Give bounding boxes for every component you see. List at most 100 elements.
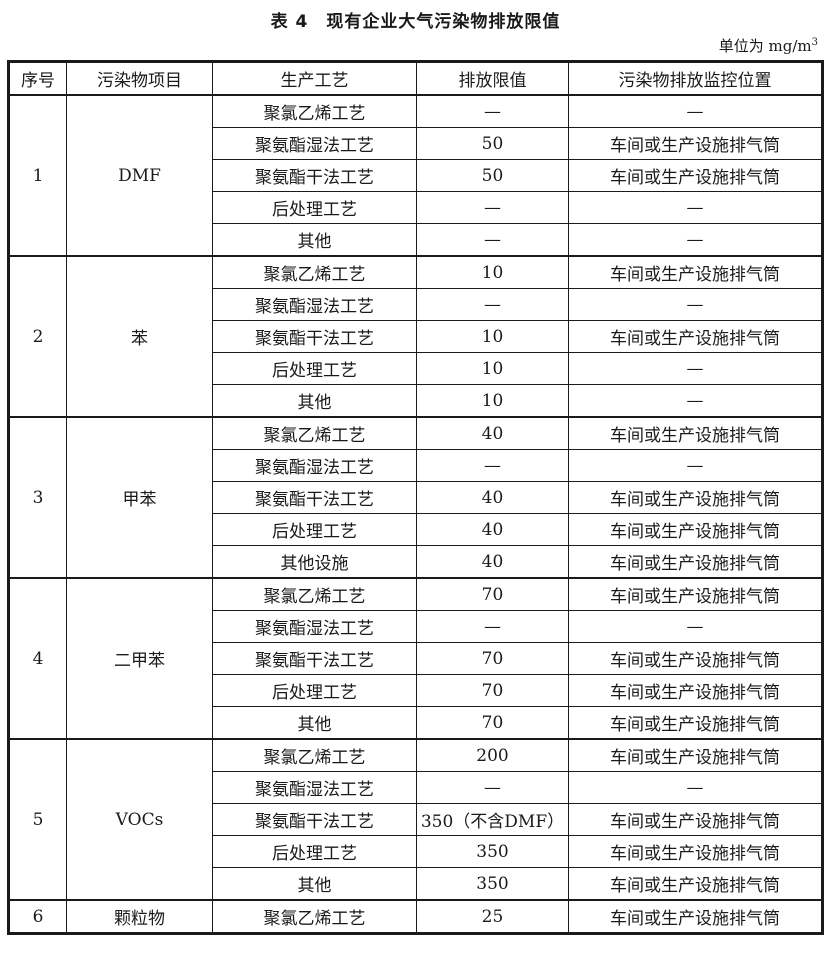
table-row: 后处理工艺 10— (9, 352, 823, 385)
table-row: 5 VOCs 聚氯乙烯工艺 200 车间或生产设施排气筒 (8, 738, 823, 901)
process-cell: 聚氨酯干法工艺 (212, 481, 417, 514)
table-row: 其他 — — (9, 223, 823, 257)
serial-cell: 1 (8, 94, 67, 257)
serial-cell: 3 (8, 416, 67, 579)
process-cell: 聚氯乙烯工艺 (212, 577, 417, 611)
pollutant-cell: 苯 (66, 255, 213, 418)
table-row: 6 颗粒物 聚氯乙烯工艺 25 车间或生产设施排气筒 (8, 899, 823, 934)
column-header-serial: 序号 (8, 61, 67, 96)
table-body: 1 DMF 聚氯乙烯工艺 — — 聚氨酯湿法工艺 50 车间或生产设施排气筒 聚氨酯干法工艺 50… (8, 94, 823, 934)
location-cell: 车间或生产设施排气筒 (568, 706, 823, 740)
table-row: 后处理工艺 350 车间或生产设施排气筒 (9, 835, 823, 868)
location-cell: — (568, 352, 823, 385)
process-cell: 后处理工艺 (212, 513, 417, 546)
limit-cell: 40 (416, 513, 569, 546)
limit-cell: 50 (416, 159, 569, 192)
table-row: 1 DMF 聚氯乙烯工艺 — — (8, 94, 823, 257)
process-cell: 其他 (212, 223, 417, 257)
location-cell: 车间或生产设施排气筒 (568, 545, 823, 579)
limit-cell: 70 (416, 706, 569, 740)
limit-cell: 40 (416, 545, 569, 579)
unit-line: 单位为 mg/m3 (7, 36, 824, 56)
limit-cell: — (416, 94, 569, 128)
emission-limits-table: 序号 污染物项目 生产工艺 排放限值 污染物排放监控位置 1 DMF 聚氯乙烯工艺 —… (7, 60, 824, 935)
location-cell: 车间或生产设施排气筒 (568, 642, 823, 675)
pollutant-cell: 二甲苯 (66, 577, 213, 740)
limit-cell: 10 (416, 384, 569, 418)
limit-cell: 10 (416, 255, 569, 289)
limit-cell: 10 (416, 320, 569, 353)
limit-cell: 40 (416, 481, 569, 514)
table-row: 聚氨酯干法工艺 40 车间或生产设施排气筒 (9, 481, 823, 514)
column-header-pollutant: 污染物项目 (66, 61, 213, 96)
column-header-process: 生产工艺 (212, 61, 417, 96)
location-cell: 车间或生产设施排气筒 (568, 159, 823, 192)
table-row: 聚氨酯干法工艺 350（不含DMF） 车间或生产设施排气筒 (9, 803, 823, 836)
limit-cell: — (416, 610, 569, 643)
process-cell: 其他 (212, 384, 417, 418)
location-cell: — (568, 94, 823, 128)
limit-cell: 70 (416, 642, 569, 675)
process-cell: 其他 (212, 867, 417, 901)
process-cell: 聚氨酯干法工艺 (212, 159, 417, 192)
process-cell: 其他设施 (212, 545, 417, 579)
limit-cell: 350 (416, 867, 569, 901)
location-cell: 车间或生产设施排气筒 (568, 803, 823, 836)
process-cell: 聚氯乙烯工艺 (212, 255, 417, 289)
serial-cell: 5 (8, 738, 67, 901)
location-cell: 车间或生产设施排气筒 (568, 127, 823, 160)
location-cell: — (568, 191, 823, 224)
table-row: 3 甲苯 聚氯乙烯工艺 40 车间或生产设施排气筒 (8, 416, 823, 579)
process-cell: 后处理工艺 (212, 835, 417, 868)
limit-cell: — (416, 191, 569, 224)
table-row: 聚氨酯干法工艺 10 车间或生产设施排气筒 (9, 320, 823, 353)
table-row: 聚氨酯湿法工艺 50 车间或生产设施排气筒 (9, 127, 823, 160)
table-title: 表 4 现有企业大气污染物排放限值 (270, 12, 561, 32)
process-cell: 聚氨酯湿法工艺 (212, 288, 417, 321)
limit-cell: 350（不含DMF） (416, 803, 569, 836)
serial-cell: 2 (8, 255, 67, 418)
table-row: 聚氨酯湿法工艺 — — (9, 449, 823, 482)
process-cell: 其他 (212, 706, 417, 740)
process-cell: 聚氨酯湿法工艺 (212, 771, 417, 804)
limit-cell: 70 (416, 674, 569, 707)
location-cell: 车间或生产设施排气筒 (568, 577, 823, 611)
location-cell: 车间或生产设施排气筒 (568, 513, 823, 546)
table-row: 后处理工艺 70 车间或生产设施排气筒 (9, 674, 823, 707)
pollutant-cell: 颗粒物 (66, 899, 213, 934)
process-cell: 聚氨酯干法工艺 (212, 320, 417, 353)
process-cell: 后处理工艺 (212, 191, 417, 224)
limit-cell: 200 (416, 738, 569, 772)
location-cell: 车间或生产设施排气筒 (568, 416, 823, 450)
pollutant-cell: 甲苯 (66, 416, 213, 579)
table-row: 其他 70 车间或生产设施排气筒 (9, 706, 823, 740)
limit-cell: 70 (416, 577, 569, 611)
table-row: 后处理工艺 — — (9, 191, 823, 224)
process-cell: 聚氯乙烯工艺 (212, 94, 417, 128)
limit-cell: 350 (416, 835, 569, 868)
location-cell: — (568, 223, 823, 257)
unit-exponent: 3 (811, 37, 818, 48)
location-cell: 车间或生产设施排气筒 (568, 835, 823, 868)
limit-cell: 40 (416, 416, 569, 450)
limit-cell: 50 (416, 127, 569, 160)
location-cell: — (568, 610, 823, 643)
location-cell: — (568, 384, 823, 418)
limit-cell: — (416, 771, 569, 804)
process-cell: 聚氨酯湿法工艺 (212, 449, 417, 482)
location-cell: — (568, 288, 823, 321)
location-cell: 车间或生产设施排气筒 (568, 674, 823, 707)
location-cell: 车间或生产设施排气筒 (568, 481, 823, 514)
limit-cell: 25 (416, 899, 569, 934)
location-cell: 车间或生产设施排气筒 (568, 255, 823, 289)
pollutant-cell: VOCs (66, 738, 213, 901)
process-cell: 聚氨酯湿法工艺 (212, 610, 417, 643)
process-cell: 聚氯乙烯工艺 (212, 416, 417, 450)
process-cell: 后处理工艺 (212, 352, 417, 385)
process-cell: 聚氨酯湿法工艺 (212, 127, 417, 160)
table-row: 4 二甲苯 聚氯乙烯工艺 70 车间或生产设施排气筒 (8, 577, 823, 740)
table-row: 后处理工艺 40 车间或生产设施排气筒 (9, 513, 823, 546)
location-cell: 车间或生产设施排气筒 (568, 867, 823, 901)
limit-cell: 10 (416, 352, 569, 385)
